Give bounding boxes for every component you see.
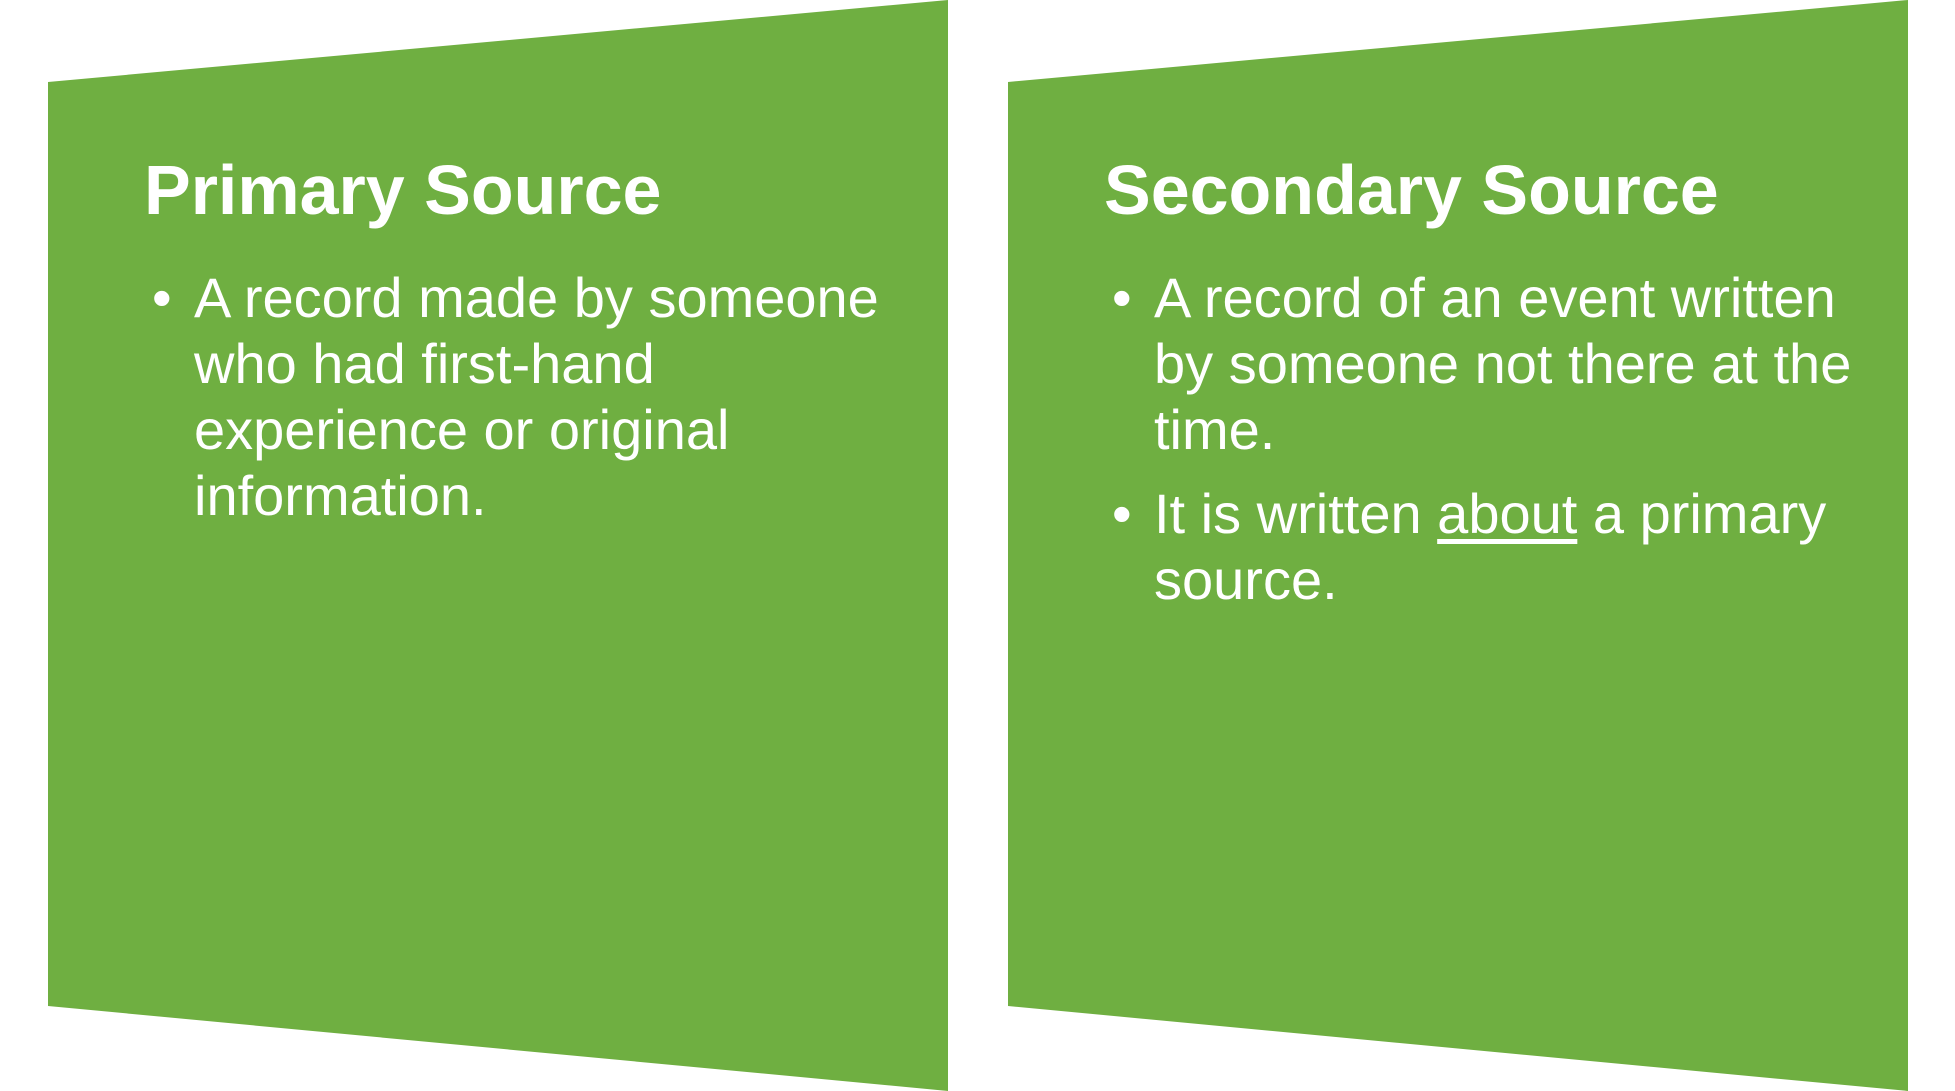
infographic-stage: Primary Source A record made by someone … xyxy=(0,0,1955,1091)
panel-primary: Primary Source A record made by someone … xyxy=(48,0,948,1091)
bullet-item: It is written about a primary source. xyxy=(1104,481,1904,613)
bullet-item: A record made by someone who had first-h… xyxy=(144,265,944,529)
panel-primary-title: Primary Source xyxy=(144,150,944,231)
panel-secondary-content: Secondary Source A record of an event wr… xyxy=(1104,150,1904,631)
panel-primary-content: Primary Source A record made by someone … xyxy=(144,150,944,547)
panel-secondary-bullets: A record of an event written by someone … xyxy=(1104,265,1904,613)
panel-primary-bullets: A record made by someone who had first-h… xyxy=(144,265,944,529)
panel-secondary: Secondary Source A record of an event wr… xyxy=(1008,0,1908,1091)
bullet-item: A record of an event written by someone … xyxy=(1104,265,1904,463)
panel-secondary-title: Secondary Source xyxy=(1104,150,1904,231)
